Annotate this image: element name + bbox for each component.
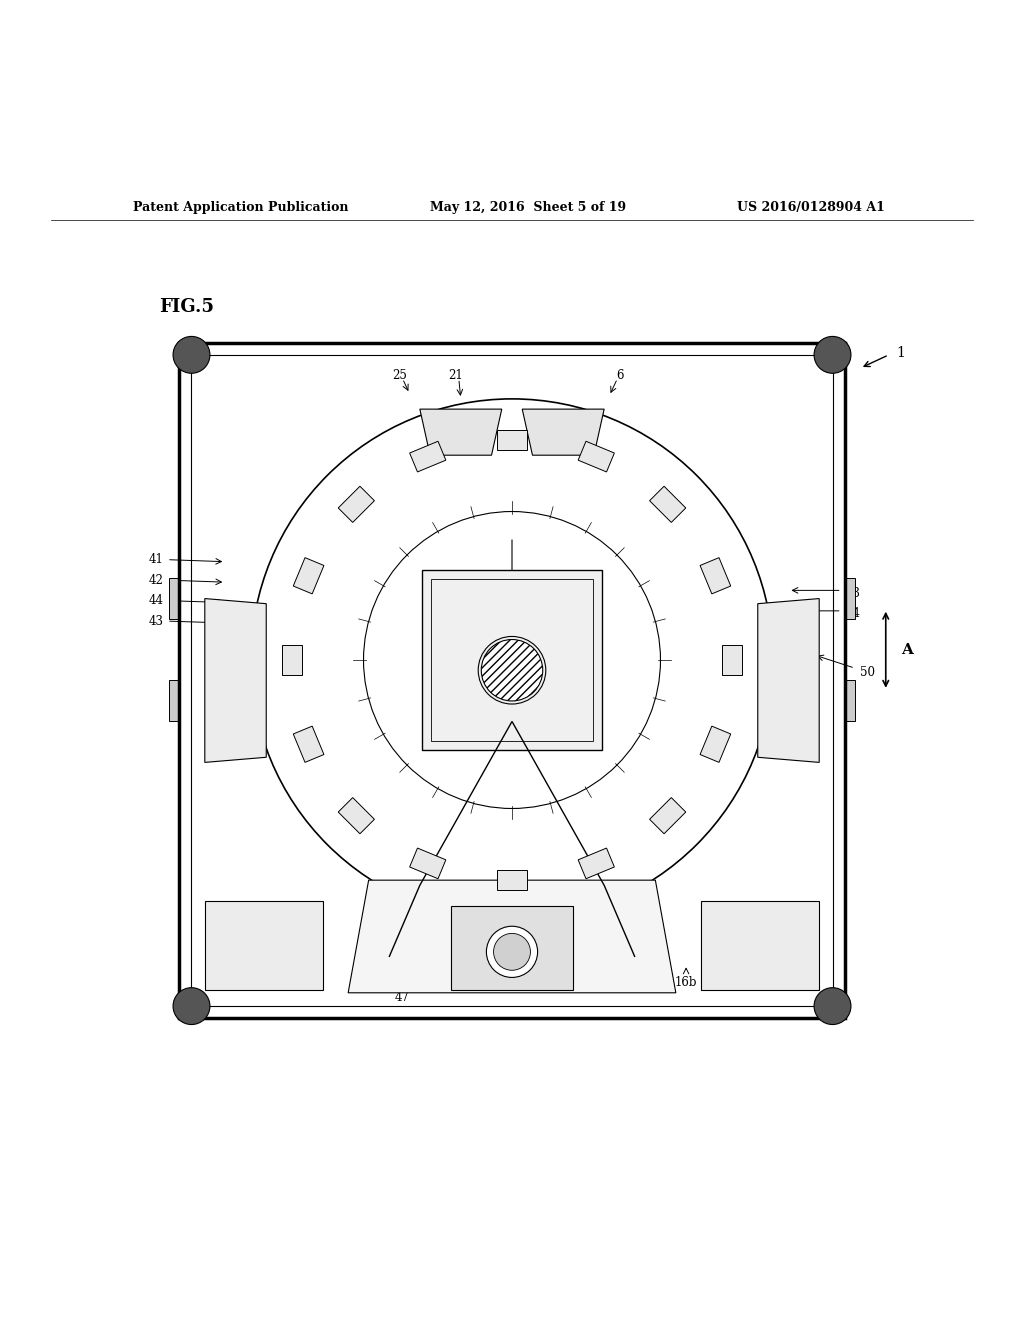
Text: 6: 6 [615,368,624,381]
Text: A: A [901,643,913,657]
Polygon shape [293,557,324,594]
Text: US 2016/0128904 A1: US 2016/0128904 A1 [737,201,885,214]
Text: 53: 53 [845,587,860,599]
Circle shape [173,337,210,374]
Polygon shape [845,578,855,619]
Polygon shape [293,726,324,763]
Polygon shape [497,870,527,891]
Polygon shape [169,578,179,619]
Text: May 12, 2016  Sheet 5 of 19: May 12, 2016 Sheet 5 of 19 [430,201,627,214]
Text: 42: 42 [148,574,164,586]
Polygon shape [700,557,731,594]
Polygon shape [422,570,601,750]
Text: 44: 44 [148,594,164,607]
Text: 24: 24 [466,975,480,989]
Polygon shape [420,409,502,455]
Text: 48: 48 [377,975,391,989]
Polygon shape [579,847,614,879]
Text: 50: 50 [860,665,876,678]
Text: Patent Application Publication: Patent Application Publication [133,201,348,214]
Polygon shape [205,598,266,763]
Circle shape [173,987,210,1024]
Circle shape [814,987,851,1024]
Text: FIG.5: FIG.5 [159,298,214,315]
Text: 24: 24 [349,975,364,989]
Polygon shape [410,847,445,879]
Polygon shape [338,797,375,834]
Circle shape [494,933,530,970]
Polygon shape [700,726,731,763]
Polygon shape [497,429,527,450]
Text: 21: 21 [449,368,463,381]
Polygon shape [522,409,604,455]
Text: 41: 41 [148,553,164,566]
Polygon shape [410,441,445,473]
Text: 16b: 16b [675,975,697,989]
Text: 25: 25 [392,368,407,381]
Polygon shape [758,598,819,763]
Polygon shape [169,681,179,722]
Polygon shape [722,644,742,676]
Polygon shape [649,797,686,834]
Text: 54: 54 [845,607,860,620]
Polygon shape [451,906,573,990]
Polygon shape [701,900,819,990]
Polygon shape [649,486,686,523]
Circle shape [486,927,538,977]
Circle shape [814,337,851,374]
Polygon shape [205,900,323,990]
Polygon shape [282,644,302,676]
Text: 2A: 2A [442,975,459,989]
Text: 13: 13 [640,975,654,989]
Text: 43: 43 [148,615,164,627]
Polygon shape [348,880,676,993]
Text: 36: 36 [489,975,504,989]
Text: 47: 47 [395,991,410,1005]
Text: 1: 1 [896,346,905,360]
Text: 2: 2 [421,975,429,989]
Polygon shape [845,681,855,722]
Text: 49: 49 [395,975,410,989]
Polygon shape [338,486,375,523]
Circle shape [481,639,543,701]
Text: 16a: 16a [289,975,311,989]
Polygon shape [579,441,614,473]
